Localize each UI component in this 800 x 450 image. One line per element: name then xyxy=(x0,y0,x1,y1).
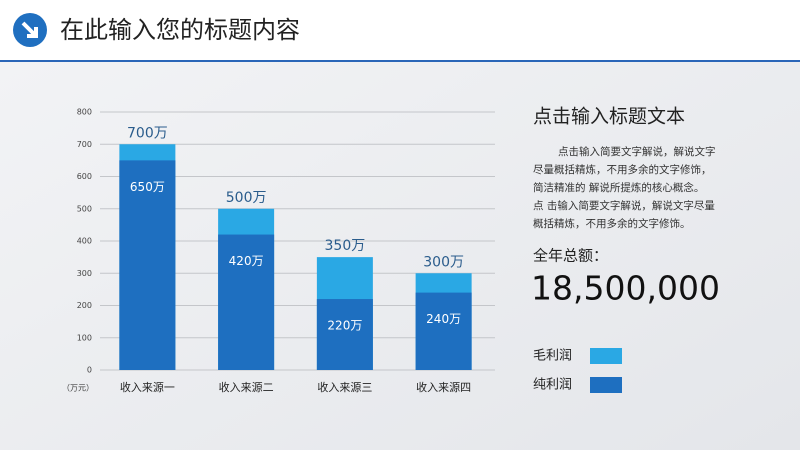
y-tick-label: 100 xyxy=(77,333,92,342)
header-title: 在此输入您的标题内容 xyxy=(60,16,300,44)
bar xyxy=(119,160,176,370)
panel-paragraph-line: 概括精炼，不用多余的文字修饰。 xyxy=(533,217,691,230)
bar xyxy=(316,299,373,370)
bar xyxy=(415,292,472,370)
value-label: 300万 xyxy=(423,254,464,270)
panel-paragraph-line: 点击输入简要文字解说，解说文字 xyxy=(558,145,716,158)
y-tick-label: 700 xyxy=(77,140,92,149)
bar xyxy=(218,234,275,370)
value-label: 700万 xyxy=(127,125,168,141)
value-label: 500万 xyxy=(226,190,267,206)
x-tick-label: 收入来源一 xyxy=(120,380,175,394)
panel-paragraph-line: 点 击输入简要文字解说，解说文字尽量 xyxy=(533,199,715,212)
panel-paragraph-line: 简洁精准的 解说所提炼的核心概念。 xyxy=(533,181,704,194)
x-tick-label: 收入来源三 xyxy=(317,380,372,394)
value-label: 350万 xyxy=(325,238,366,254)
y-tick-label: 500 xyxy=(77,204,92,213)
y-tick-label: 0 xyxy=(87,366,92,375)
value-label: 650万 xyxy=(130,180,165,194)
y-tick-label: 300 xyxy=(77,269,92,278)
x-tick-label: 收入来源四 xyxy=(416,380,471,394)
header-band xyxy=(0,0,800,60)
legend-label: 纯利润 xyxy=(533,378,572,393)
y-tick-label: 600 xyxy=(77,172,92,181)
legend-label: 毛利润 xyxy=(533,349,572,364)
y-tick-label: 200 xyxy=(77,301,92,310)
value-label: 220万 xyxy=(327,319,362,333)
y-tick-label: 800 xyxy=(77,108,92,117)
value-label: 420万 xyxy=(229,254,264,268)
header-arrow xyxy=(21,21,38,38)
legend-swatch xyxy=(590,348,622,364)
y-tick-label: 400 xyxy=(77,237,92,246)
panel-paragraph-line: 尽量概括精炼，不用多余的文字修饰， xyxy=(533,163,712,176)
legend-swatch xyxy=(590,377,622,393)
y-unit: （万元） xyxy=(62,384,94,393)
x-tick-label: 收入来源二 xyxy=(219,380,274,394)
panel-subtitle: 点击输入标题文本 xyxy=(533,106,685,128)
total-label: 全年总额： xyxy=(533,247,608,265)
total-value: 18,500,000 xyxy=(531,269,720,308)
value-label: 240万 xyxy=(426,312,461,326)
